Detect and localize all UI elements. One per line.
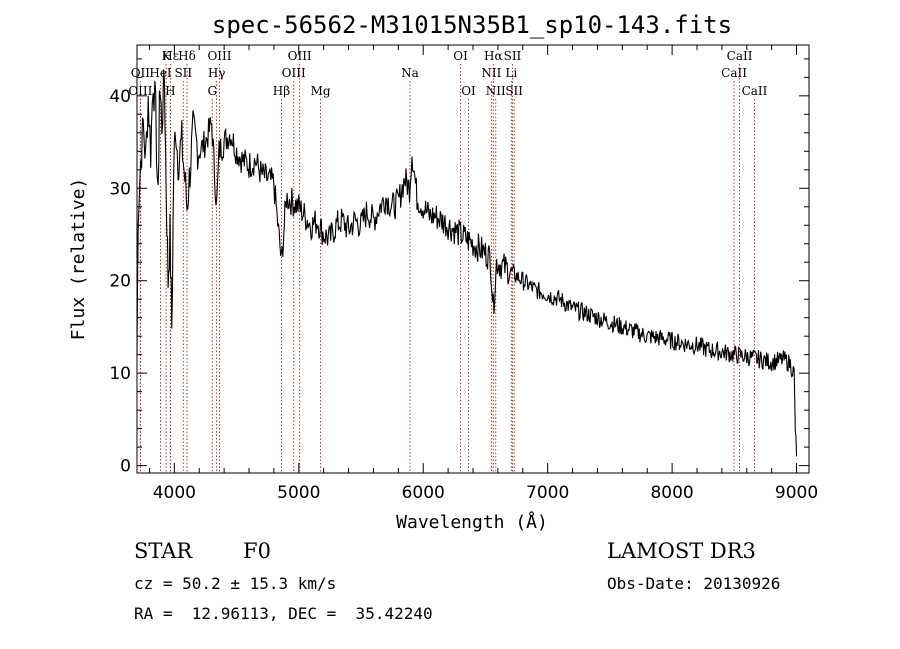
- line-label-2: Hδ: [178, 49, 196, 63]
- line-label-8: CaII: [727, 49, 753, 63]
- x-tick-label-0: 4000: [153, 483, 196, 503]
- y-tick-label-0: 0: [120, 457, 131, 477]
- spectral-line-markers: [139, 64, 755, 473]
- chart-title: spec-56562-M31015N35B1_sp10-143.fits: [212, 11, 732, 39]
- observation-date: Obs-Date: 20130926: [607, 574, 781, 593]
- plot-frame: [136, 44, 810, 474]
- redshift-cz: cz = 50.2 ± 15.3 km/s: [134, 574, 337, 593]
- x-tick-label-5: 9000: [775, 483, 818, 503]
- y-axis-label: Flux (relative): [68, 178, 89, 341]
- x-axis-label: Wavelength (Å): [396, 511, 548, 533]
- line-label-5: OI: [453, 49, 468, 63]
- x-tick-label-3: 7000: [526, 483, 569, 503]
- line-label-22: Mg: [311, 84, 331, 98]
- line-label-1: K: [162, 49, 172, 63]
- object-subclass: F0: [243, 539, 271, 563]
- line-label-6: Hα: [484, 49, 503, 63]
- line-label-24: NII: [486, 84, 506, 98]
- line-label-15: NII: [481, 66, 501, 80]
- y-tick-label-2: 20: [109, 272, 131, 292]
- line-label-18: OIII: [128, 84, 152, 98]
- line-label-19: H: [165, 84, 175, 98]
- line-label-20: G: [207, 84, 217, 98]
- coordinates: RA = 12.96113, DEC = 35.42240: [134, 604, 433, 623]
- line-label-13: OIII: [282, 66, 306, 80]
- y-tick-label-3: 30: [109, 179, 131, 199]
- y-tick-label-1: 10: [109, 364, 131, 384]
- axis-ticks: 4000 5000 6000 7000 8000 9000 0 10 20 30 40: [109, 45, 818, 503]
- line-label-3: OIII: [207, 49, 231, 63]
- y-tick-label-4: 40: [109, 87, 131, 107]
- line-label-7: SII: [504, 49, 522, 63]
- survey-name: LAMOST DR3: [607, 539, 756, 563]
- x-tick-label-1: 5000: [277, 483, 320, 503]
- line-label-23: OI: [461, 84, 476, 98]
- line-label-25: SII: [505, 84, 523, 98]
- line-label-26: CaII: [742, 84, 768, 98]
- line-label-9: OII: [131, 66, 151, 80]
- line-label-4: OIII: [288, 49, 312, 63]
- line-label-16: Li: [505, 66, 517, 80]
- line-label-14: Na: [401, 66, 419, 80]
- line-label-21: Hβ: [273, 84, 290, 98]
- object-class: STAR: [134, 539, 193, 563]
- line-label-11: SII: [174, 66, 192, 80]
- line-label-17: CaII: [721, 66, 747, 80]
- x-tick-label-4: 8000: [650, 483, 693, 503]
- x-tick-label-2: 6000: [402, 483, 445, 503]
- line-label-12: Hγ: [208, 66, 226, 80]
- spectrum-series-line: [136, 69, 798, 457]
- line-label-10: HeI: [149, 66, 172, 80]
